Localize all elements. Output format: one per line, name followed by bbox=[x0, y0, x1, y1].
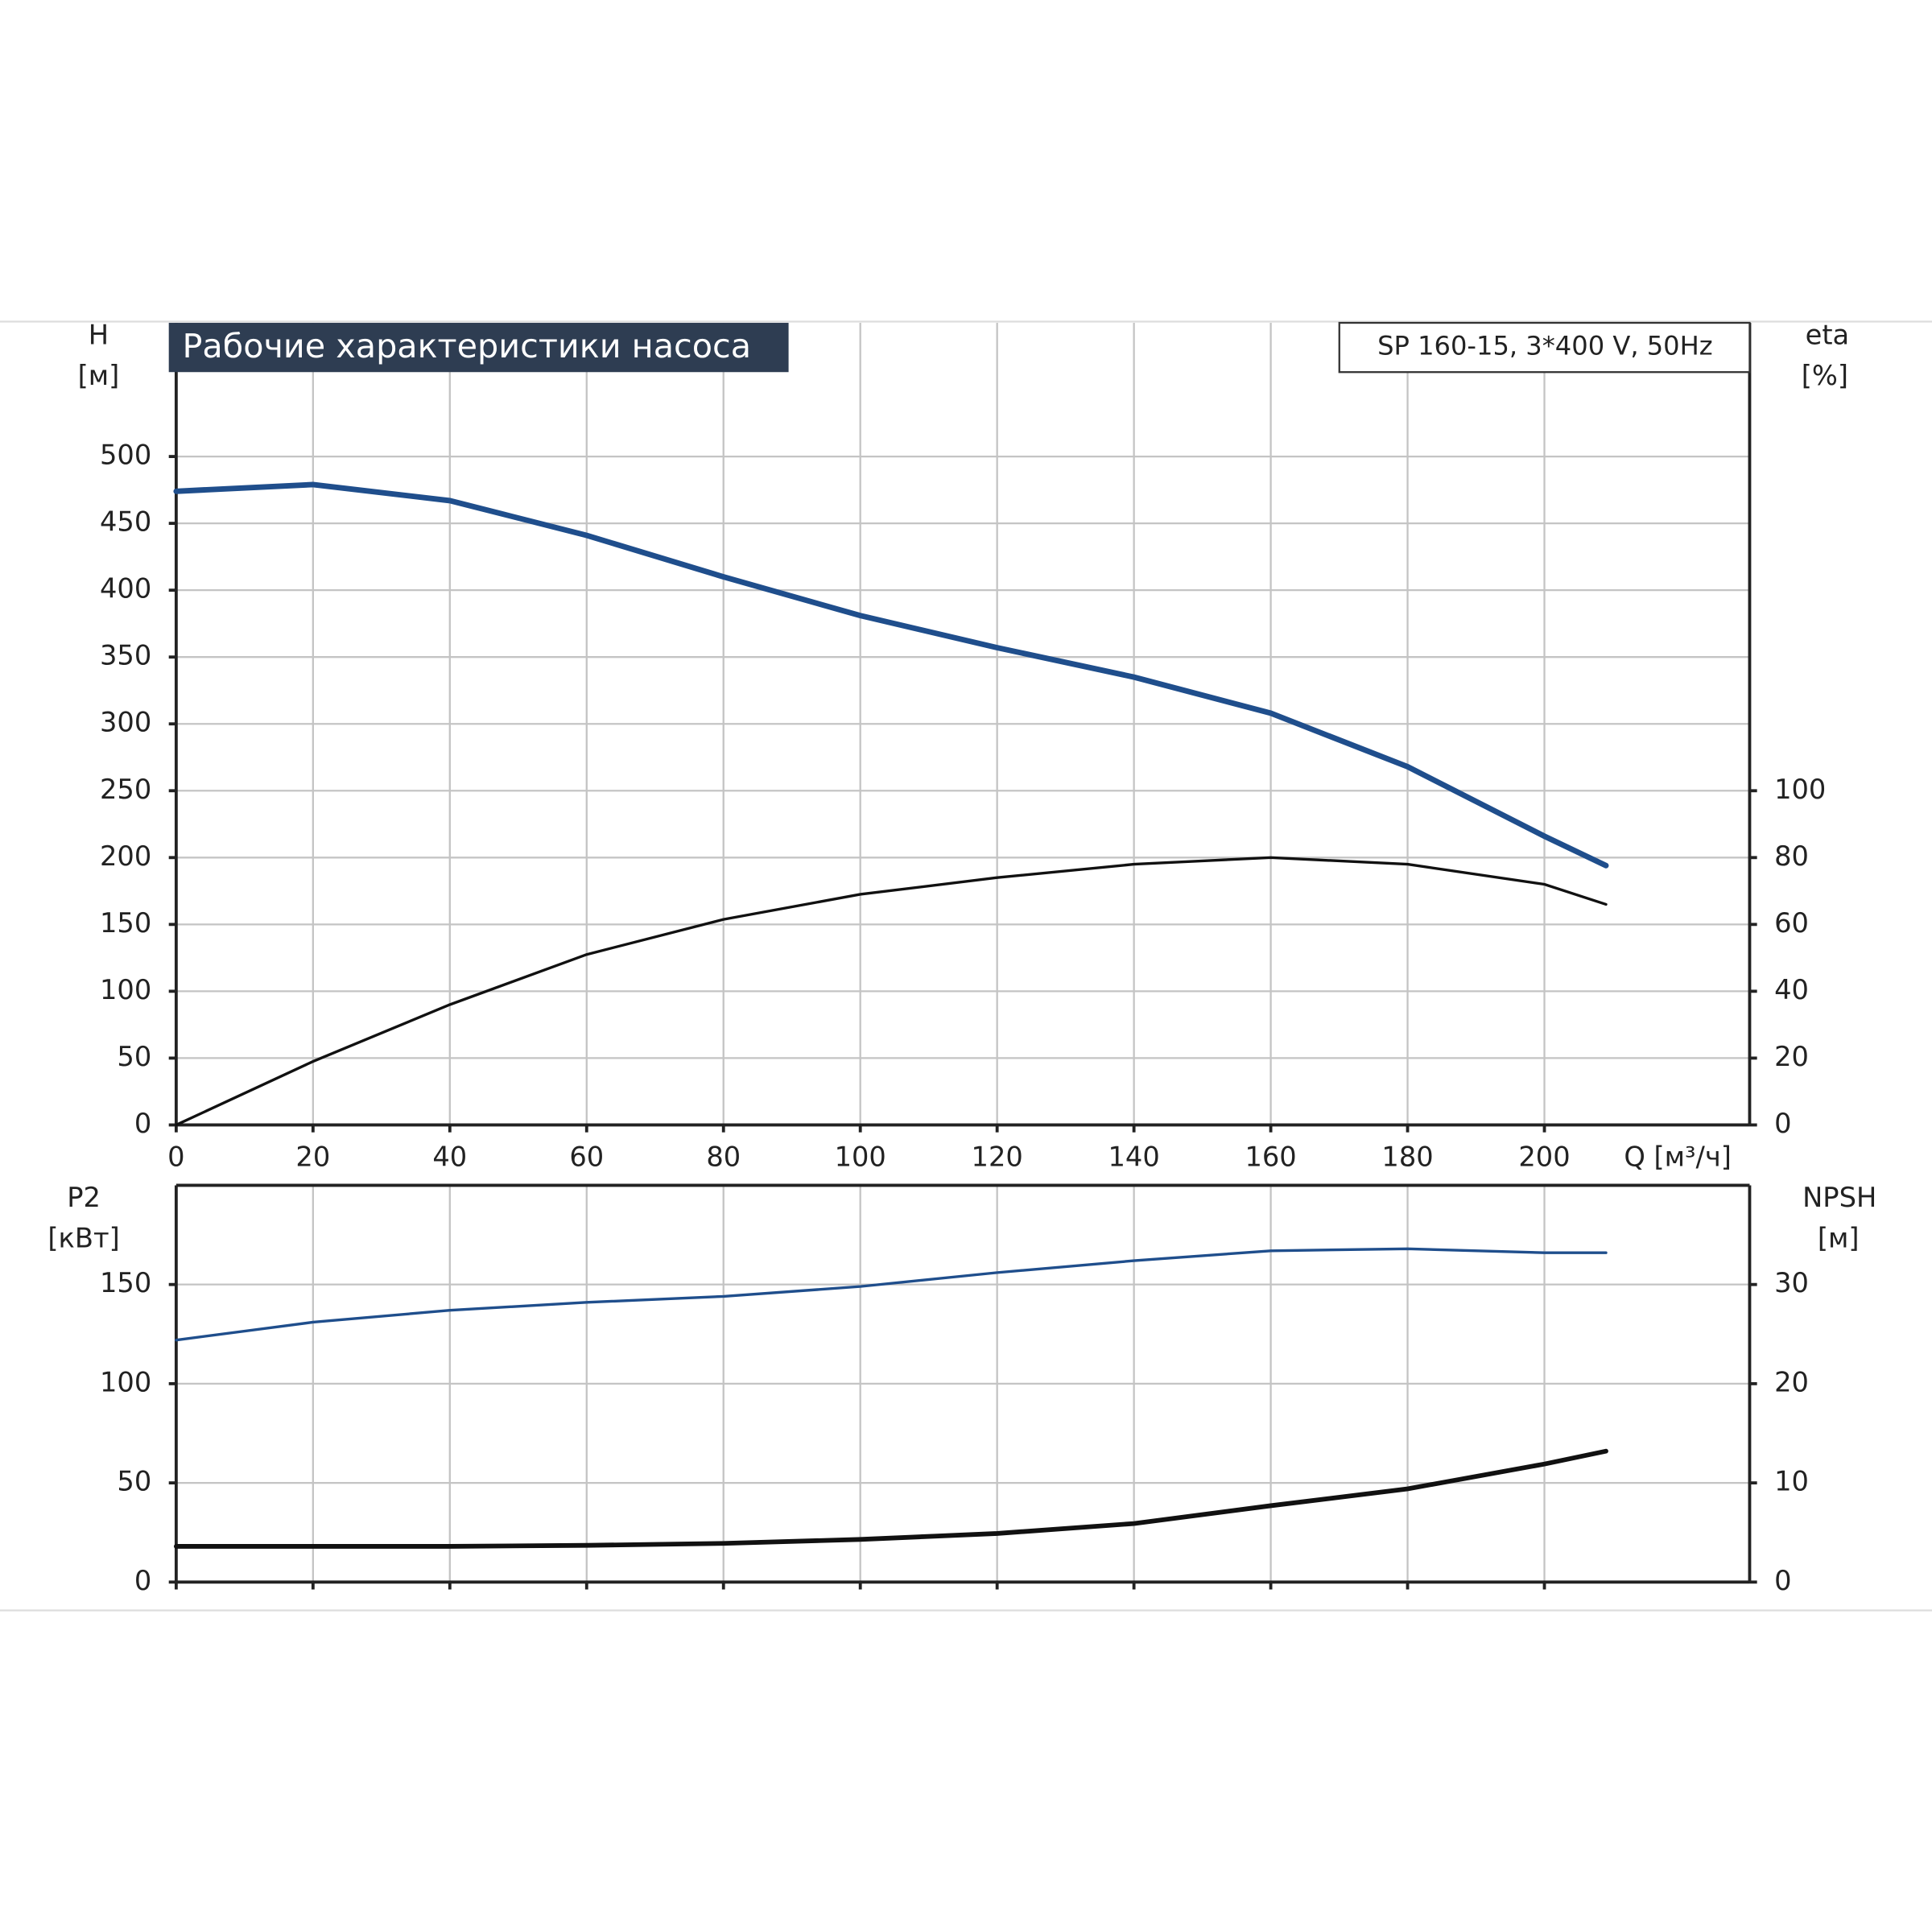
y2-axis-unit: [%] bbox=[1802, 360, 1848, 391]
title-box bbox=[168, 323, 789, 373]
y-tick-label: 350 bbox=[100, 640, 151, 671]
y2-tick-label: 60 bbox=[1774, 907, 1809, 939]
y-tick-label: 50 bbox=[117, 1041, 151, 1072]
y-tick-label: 250 bbox=[100, 774, 151, 805]
y-tick-label: 0 bbox=[134, 1108, 151, 1139]
y-tick-label: 100 bbox=[100, 974, 151, 1005]
y2-tick-label: 20 bbox=[1774, 1041, 1809, 1072]
y2-tick-label: 30 bbox=[1774, 1267, 1809, 1298]
x-tick-label: 180 bbox=[1381, 1141, 1433, 1172]
y2-tick-label: 10 bbox=[1774, 1466, 1809, 1497]
y-tick-label: 0 bbox=[134, 1565, 151, 1596]
y2-axis-label: NPSH bbox=[1802, 1182, 1876, 1213]
y-tick-label: 500 bbox=[100, 440, 151, 471]
x-tick-label: 40 bbox=[432, 1141, 467, 1172]
series-line bbox=[173, 481, 1609, 869]
x-tick-label: 160 bbox=[1245, 1141, 1296, 1172]
y-tick-label: 200 bbox=[100, 840, 151, 872]
y2-tick-label: 0 bbox=[1774, 1108, 1791, 1139]
y-tick-label: 400 bbox=[100, 573, 151, 605]
y2-tick-label: 40 bbox=[1774, 974, 1809, 1005]
chart-title: Рабочие характеристики насоса bbox=[183, 327, 752, 365]
x-tick-label: 80 bbox=[706, 1141, 741, 1172]
x-tick-label: 60 bbox=[569, 1141, 604, 1172]
y2-tick-label: 80 bbox=[1774, 840, 1809, 872]
y2-axis-unit: [м] bbox=[1818, 1222, 1860, 1253]
y2-tick-label: 100 bbox=[1774, 774, 1826, 805]
x-tick-label: 120 bbox=[972, 1141, 1023, 1172]
y-axis-label: P2 bbox=[67, 1182, 101, 1213]
y2-axis-label: eta bbox=[1806, 319, 1850, 350]
y-tick-label: 150 bbox=[100, 1267, 151, 1298]
series-line bbox=[173, 1448, 1608, 1549]
x-tick-label: 140 bbox=[1108, 1141, 1160, 1172]
x-tick-label: 200 bbox=[1518, 1141, 1570, 1172]
model-label: SP 160-15, 3*400 V, 50Hz bbox=[1377, 331, 1713, 361]
y2-tick-label: 20 bbox=[1774, 1366, 1809, 1397]
x-axis-label: Q [м³/ч] bbox=[1624, 1141, 1732, 1172]
y2-tick-label: 0 bbox=[1774, 1565, 1791, 1596]
series-line bbox=[175, 1247, 1608, 1342]
y-axis-unit: [м] bbox=[78, 360, 120, 391]
y-axis-label: H bbox=[89, 319, 109, 350]
x-tick-label: 0 bbox=[167, 1141, 184, 1172]
y-axis-unit: [кВт] bbox=[47, 1222, 119, 1253]
series-line bbox=[175, 856, 1608, 1127]
y-tick-label: 300 bbox=[100, 707, 151, 738]
y-tick-label: 50 bbox=[117, 1466, 151, 1497]
x-tick-label: 100 bbox=[835, 1141, 886, 1172]
y-tick-label: 450 bbox=[100, 506, 151, 538]
model-box bbox=[1338, 321, 1751, 374]
y-tick-label: 150 bbox=[100, 907, 151, 939]
y-tick-label: 100 bbox=[100, 1366, 151, 1397]
x-tick-label: 20 bbox=[295, 1141, 330, 1172]
